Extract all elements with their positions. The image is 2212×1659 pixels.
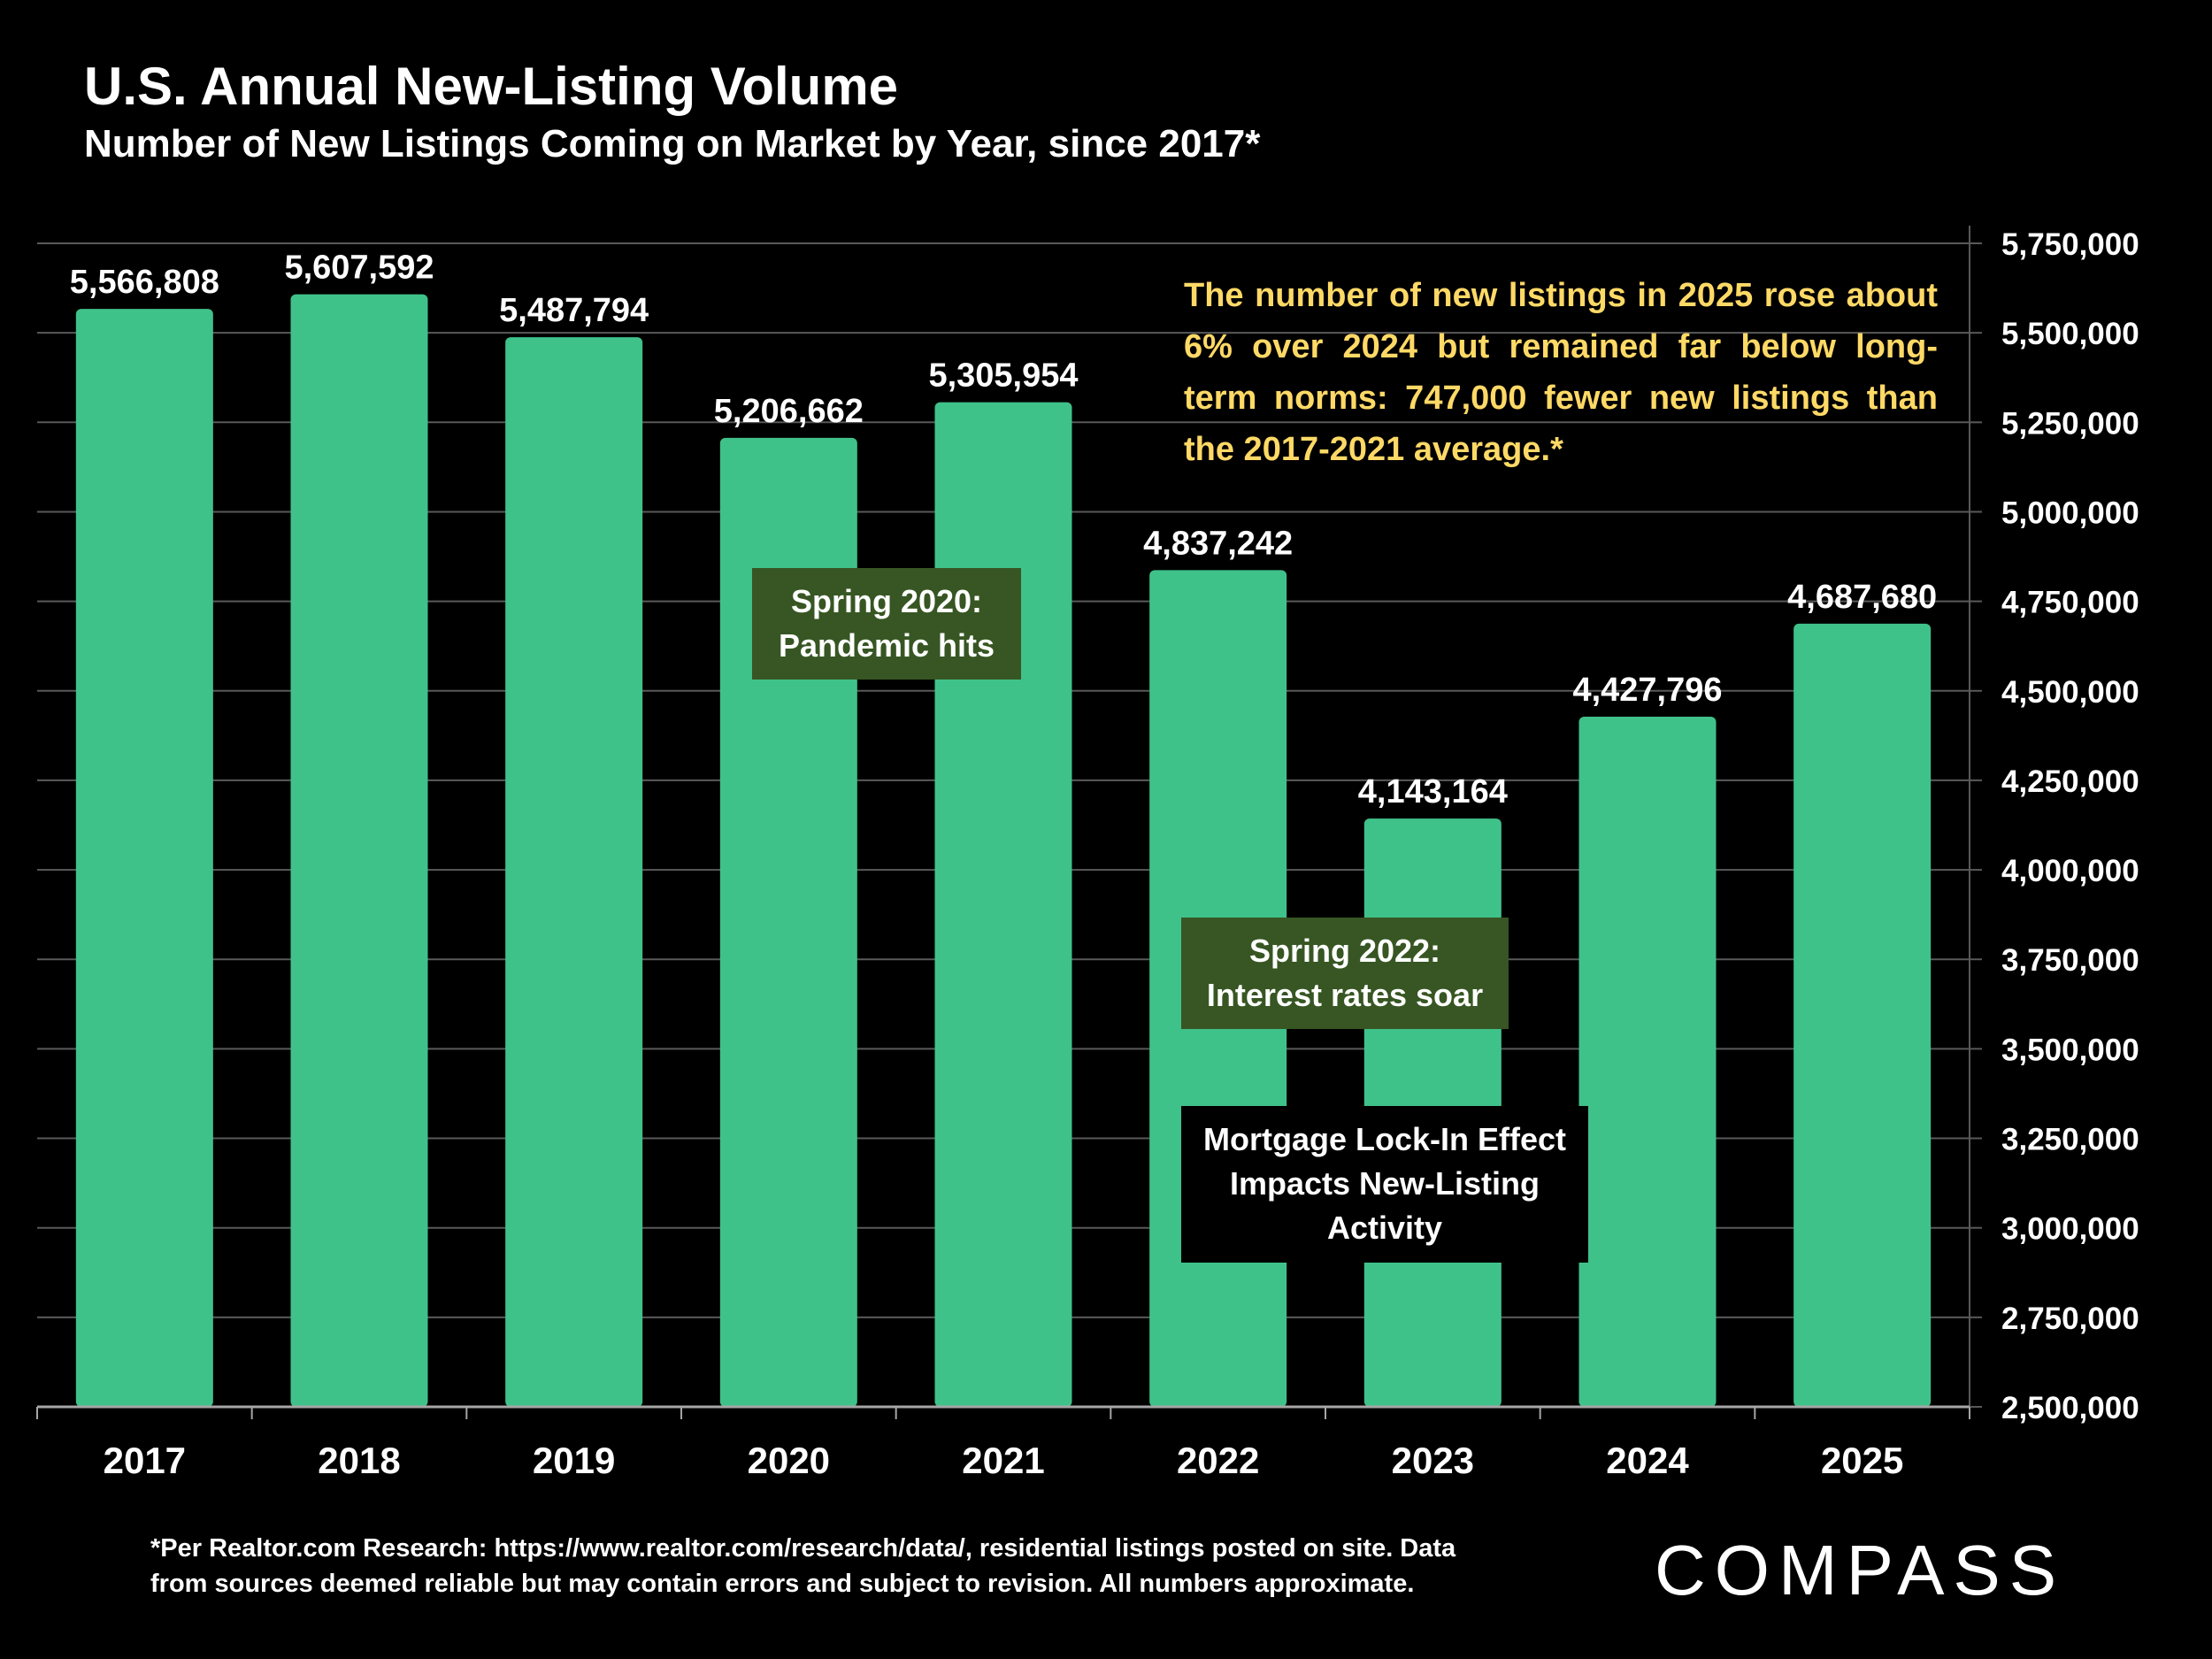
y-tick-label: 4,500,000 [2001,675,2139,710]
value-label-2020: 5,206,662 [714,393,864,430]
bar-chart: 2,500,000 2,750,000 3,000,000 3,250,000 3,50… [36,226,2139,1481]
value-label-2024: 4,427,796 [1572,672,1722,709]
compass-logo: COMPASS [1655,1531,2066,1609]
footnote-line2: from sources deemed reliable but may con… [150,1570,1415,1598]
chart-subtitle: Number of New Listings Coming on Market … [84,122,1261,165]
y-tick-label: 3,750,000 [2001,943,2139,978]
y-tick-label: 5,000,000 [2001,495,2139,530]
x-tick-label-2017: 2017 [104,1440,186,1481]
lock-in-annotation-line2: Impacts New-Listing [1229,1165,1540,1202]
pandemic-annotation-line2: Pandemic hits [778,627,995,664]
bar-2018 [290,294,428,1407]
bar-2019 [505,337,643,1408]
y-tick-label: 4,250,000 [2001,764,2139,799]
value-label-2022: 4,837,242 [1143,525,1293,562]
value-label-2018: 5,607,592 [284,250,434,287]
pandemic-annotation-line1: Spring 2020: [790,583,983,619]
source-footnote: *Per Realtor.com Research: https://www.r… [150,1531,1601,1601]
labels: 2,500,000 2,750,000 3,000,000 3,250,000 3,50… [70,227,2139,1481]
x-tick-label-2025: 2025 [1821,1440,1903,1481]
y-tick-label: 5,750,000 [2001,227,2139,262]
lock-in-annotation-line3: Activity [1326,1210,1443,1246]
x-tick-label-2021: 2021 [962,1440,1044,1481]
bar-2025 [1793,623,1932,1407]
y-tick-label: 3,250,000 [2001,1123,2139,1157]
value-label-2025: 4,687,680 [1787,579,1937,616]
value-label-2023: 4,143,164 [1358,773,1508,810]
y-tick-label: 5,500,000 [2001,317,2139,351]
value-label-2021: 5,305,954 [928,357,1078,395]
lock-in-annotation: Mortgage Lock-In Effect Impacts New-List… [1181,1106,1588,1263]
y-tick-label: 2,500,000 [2001,1391,2139,1425]
interest-rates-annotation: Spring 2022: Interest rates soar [1181,918,1509,1029]
x-tick-label-2020: 2020 [748,1440,830,1481]
axes [36,226,1982,1419]
interest-rates-annotation-line2: Interest rates soar [1206,977,1484,1013]
lock-in-annotation-line1: Mortgage Lock-In Effect [1202,1121,1567,1157]
bar-2021 [934,402,1072,1407]
x-tick-label-2019: 2019 [533,1440,615,1481]
y-tick-label: 4,000,000 [2001,854,2139,888]
chart-title: U.S. Annual New-Listing Volume [84,57,899,116]
x-tick-label-2022: 2022 [1177,1440,1259,1481]
x-tick-label-2024: 2024 [1606,1440,1689,1481]
y-tick-label: 5,250,000 [2001,406,2139,441]
bar-2024 [1578,716,1717,1407]
x-tick-label-2023: 2023 [1392,1440,1474,1481]
y-tick-label: 3,000,000 [2001,1212,2139,1247]
insight-text: The number of new listings in 2025 rose … [1184,277,1938,468]
bar-2017 [75,309,213,1407]
y-tick-label: 4,750,000 [2001,586,2139,620]
x-tick-label-2018: 2018 [318,1440,400,1481]
interest-rates-annotation-line1: Spring 2022: [1248,933,1441,969]
value-label-2019: 5,487,794 [499,292,649,329]
bar-2020 [719,437,857,1408]
footnote-line1: *Per Realtor.com Research: https://www.r… [150,1534,1456,1563]
y-tick-label: 3,500,000 [2001,1033,2139,1067]
value-label-2017: 5,566,808 [70,264,219,301]
pandemic-annotation: Spring 2020: Pandemic hits [752,568,1021,680]
y-tick-label: 2,750,000 [2001,1302,2139,1336]
